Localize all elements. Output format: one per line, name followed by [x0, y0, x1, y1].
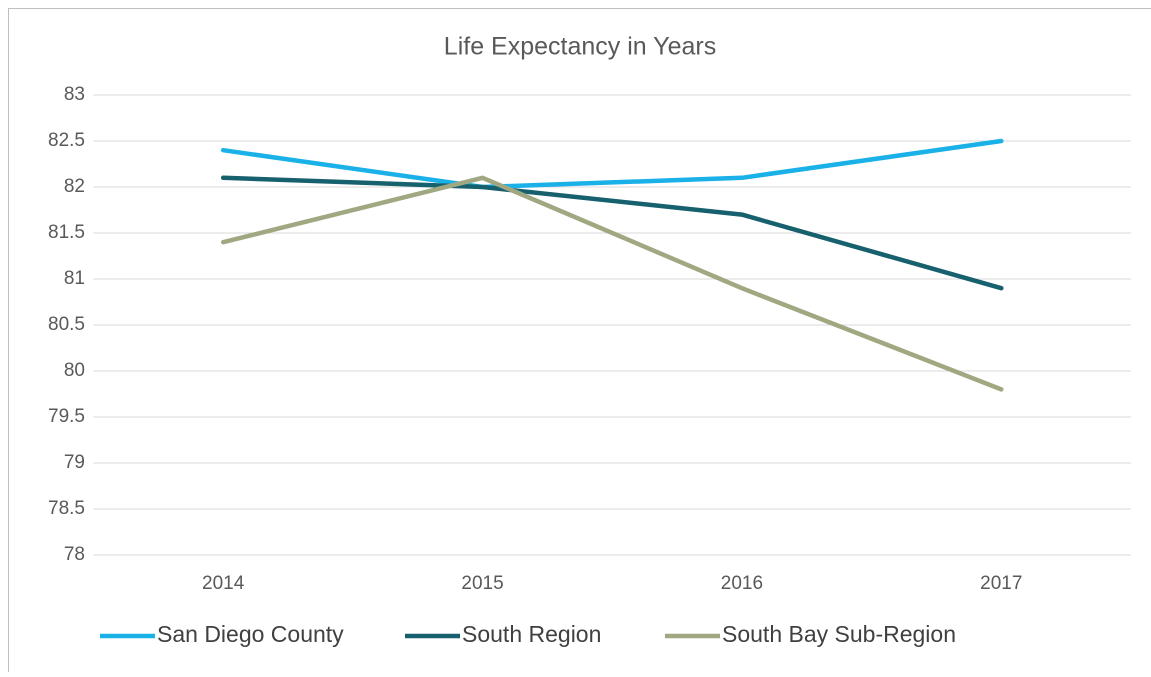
x-tick-label: 2017	[980, 573, 1022, 594]
chart-title: Life Expectancy in Years	[444, 33, 716, 61]
x-tick-label: 2016	[721, 573, 763, 594]
y-tick-label: 78.5	[48, 498, 85, 519]
legend-label: San Diego County	[157, 621, 344, 647]
x-tick-label: 2015	[461, 573, 503, 594]
y-tick-label: 80.5	[48, 314, 85, 335]
y-tick-label: 80	[64, 360, 85, 381]
y-tick-label: 78	[64, 544, 85, 565]
y-tick-label: 82.5	[48, 130, 85, 151]
y-tick-label: 82	[64, 176, 85, 197]
legend-label: South Region	[462, 621, 601, 647]
y-tick-label: 81	[64, 268, 85, 289]
y-tick-label: 81.5	[48, 222, 85, 243]
y-tick-label: 83	[64, 84, 85, 105]
y-tick-label: 79.5	[48, 406, 85, 427]
x-tick-label: 2014	[202, 573, 245, 594]
y-tick-label: 79	[64, 452, 85, 473]
legend-label: South Bay Sub-Region	[722, 621, 956, 647]
